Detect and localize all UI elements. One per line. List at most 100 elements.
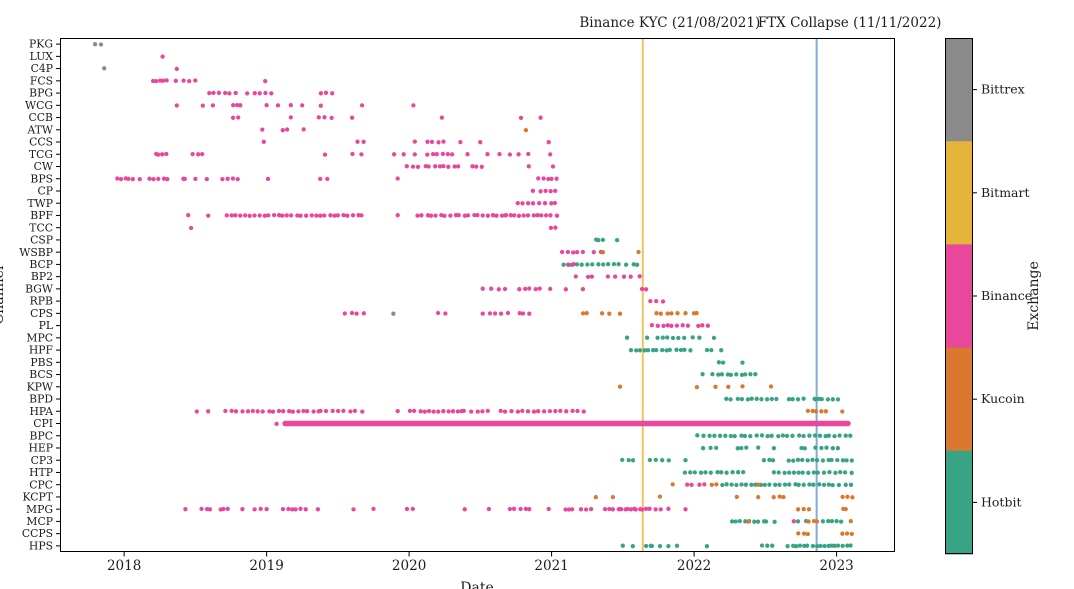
y-tick-label: CCB <box>29 111 54 124</box>
data-point <box>814 458 820 463</box>
data-point <box>835 543 841 548</box>
data-point <box>553 225 558 230</box>
data-point <box>826 518 831 524</box>
data-point <box>183 507 188 512</box>
data-point <box>811 482 816 487</box>
data-point <box>182 176 187 182</box>
data-point <box>518 506 523 512</box>
data-point <box>711 335 717 341</box>
data-point <box>805 408 811 414</box>
data-point <box>156 152 161 157</box>
data-point <box>298 506 303 511</box>
data-point <box>549 176 554 181</box>
data-point <box>759 433 765 438</box>
data-point <box>480 409 485 414</box>
data-point <box>271 212 277 218</box>
data-point <box>838 519 844 524</box>
data-point <box>581 409 586 414</box>
data-point <box>580 286 586 292</box>
data-point <box>744 445 749 450</box>
data-point <box>702 482 707 487</box>
data-point <box>154 78 159 84</box>
data-point <box>634 348 639 353</box>
data-point <box>669 323 674 328</box>
data-point <box>767 457 772 463</box>
y-tick-label: KPW <box>27 380 54 393</box>
data-point <box>315 507 321 512</box>
data-point <box>749 396 754 401</box>
data-point <box>181 78 186 83</box>
data-point <box>547 408 553 414</box>
data-point <box>690 335 695 340</box>
data-point <box>825 397 831 402</box>
data-point <box>426 164 431 169</box>
data-point <box>697 482 702 487</box>
data-point <box>531 409 537 414</box>
data-point <box>800 470 805 475</box>
data-point <box>696 323 701 329</box>
data-point <box>520 201 525 206</box>
data-point <box>682 470 688 475</box>
data-point <box>280 506 286 512</box>
data-point <box>830 397 835 402</box>
data-point <box>740 384 745 389</box>
data-point <box>700 446 706 451</box>
data-point <box>150 78 156 84</box>
data-point <box>542 201 548 206</box>
data-point <box>391 311 396 316</box>
data-point <box>849 470 854 475</box>
colorbar-segment-kucoin <box>945 347 973 452</box>
data-point <box>479 164 484 169</box>
data-point <box>739 372 745 378</box>
data-point <box>548 213 553 218</box>
data-point <box>755 519 761 524</box>
data-point <box>235 102 240 108</box>
y-tick-label: WSBP <box>19 246 53 259</box>
data-point <box>728 372 734 378</box>
data-point <box>734 372 739 377</box>
annotation-ftx-collapse: FTX Collapse (11/11/2022) <box>758 15 942 31</box>
data-point <box>573 274 578 279</box>
data-point <box>793 544 799 549</box>
data-point <box>647 506 652 511</box>
data-point <box>674 323 680 328</box>
data-point <box>193 176 198 182</box>
data-point <box>649 323 655 328</box>
data-point <box>726 384 731 389</box>
data-point <box>480 311 485 316</box>
data-point <box>600 237 606 243</box>
y-tick-label: BPD <box>29 393 53 406</box>
data-point <box>207 507 213 512</box>
data-point <box>810 457 815 463</box>
data-point <box>485 152 490 157</box>
data-point <box>666 506 671 511</box>
data-point <box>323 90 329 95</box>
data-point <box>848 518 853 524</box>
data-point <box>785 543 790 549</box>
data-point <box>517 311 522 316</box>
data-point <box>351 507 356 512</box>
data-point <box>410 506 415 512</box>
data-point <box>574 249 580 255</box>
data-point <box>807 433 812 438</box>
data-point <box>194 409 199 414</box>
data-point <box>281 409 286 414</box>
y-tick-label: WCG <box>25 99 53 112</box>
data-point <box>754 433 759 438</box>
data-point <box>422 409 427 414</box>
data-point <box>525 201 531 206</box>
data-point <box>415 213 420 218</box>
data-point <box>193 78 198 83</box>
data-point <box>819 396 824 402</box>
data-point <box>523 127 529 133</box>
data-point <box>156 176 161 182</box>
colorbar-label-kucoin: Kucoin <box>981 391 1025 406</box>
data-point <box>546 140 551 145</box>
data-point <box>676 335 681 341</box>
data-point <box>137 176 142 182</box>
data-point <box>735 396 740 402</box>
data-point <box>257 213 262 218</box>
data-point <box>823 409 829 414</box>
data-point <box>211 90 216 96</box>
data-point <box>458 139 463 145</box>
